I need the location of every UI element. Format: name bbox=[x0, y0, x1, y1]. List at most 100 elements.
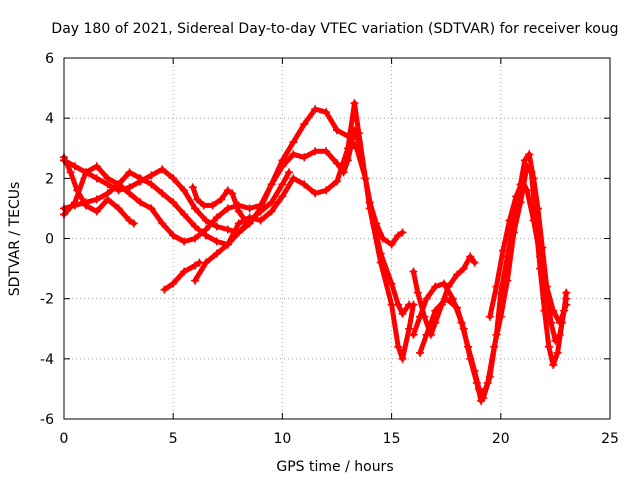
data-point bbox=[466, 252, 475, 261]
data-point bbox=[453, 303, 462, 312]
data-point bbox=[191, 204, 200, 213]
data-point bbox=[223, 186, 232, 195]
data-point bbox=[245, 204, 254, 213]
data-point bbox=[300, 120, 309, 129]
y-tick-label: -6 bbox=[40, 412, 54, 428]
x-tick-label: 0 bbox=[60, 431, 69, 447]
data-point bbox=[223, 225, 232, 234]
data-point bbox=[387, 279, 396, 288]
data-point bbox=[466, 354, 475, 363]
data-point bbox=[278, 180, 287, 189]
data-point bbox=[92, 207, 101, 216]
data-point bbox=[520, 156, 529, 165]
y-tick-label: -2 bbox=[40, 292, 54, 308]
series-line bbox=[410, 151, 569, 401]
data-point bbox=[350, 99, 359, 108]
data-point bbox=[387, 300, 396, 309]
data-point bbox=[322, 186, 331, 195]
data-point bbox=[527, 168, 536, 177]
data-point bbox=[256, 216, 265, 225]
y-tick-label: 2 bbox=[45, 171, 54, 187]
data-point bbox=[136, 198, 145, 207]
data-point bbox=[376, 258, 385, 267]
data-point bbox=[147, 204, 156, 213]
data-point bbox=[81, 201, 90, 210]
data-point bbox=[223, 204, 232, 213]
data-point bbox=[193, 195, 202, 204]
data-point bbox=[409, 330, 418, 339]
chart-title: Day 180 of 2021, Sidereal Day-to-day VTE… bbox=[51, 21, 618, 37]
data-point bbox=[525, 150, 534, 159]
data-point bbox=[73, 186, 82, 195]
y-axis-label: SDTVAR / TECUs bbox=[7, 182, 23, 297]
data-point bbox=[180, 186, 189, 195]
data-point bbox=[431, 306, 440, 315]
data-point bbox=[191, 222, 200, 231]
data-point bbox=[311, 147, 320, 156]
series-track-11 bbox=[485, 177, 571, 327]
series-track-7 bbox=[191, 168, 293, 285]
data-point bbox=[147, 180, 156, 189]
data-point bbox=[212, 213, 221, 222]
data-point bbox=[92, 195, 101, 204]
data-point bbox=[398, 309, 407, 318]
data-point bbox=[125, 216, 134, 225]
data-point bbox=[103, 174, 112, 183]
data-point bbox=[343, 144, 352, 153]
series-line bbox=[162, 260, 202, 293]
data-point bbox=[284, 168, 293, 177]
data-point bbox=[160, 285, 169, 294]
data-point bbox=[278, 192, 287, 201]
data-point bbox=[169, 231, 178, 240]
data-point bbox=[66, 168, 75, 177]
data-point bbox=[553, 348, 562, 357]
data-point bbox=[422, 330, 431, 339]
series-track-5 bbox=[160, 258, 204, 294]
data-point bbox=[169, 174, 178, 183]
data-point bbox=[516, 198, 525, 207]
data-point bbox=[267, 180, 276, 189]
data-point bbox=[158, 219, 167, 228]
data-point bbox=[191, 276, 200, 285]
data-point bbox=[180, 210, 189, 219]
data-point bbox=[549, 306, 558, 315]
data-point bbox=[234, 219, 243, 228]
data-point bbox=[409, 300, 418, 309]
data-point bbox=[278, 162, 287, 171]
y-tick-label: -4 bbox=[40, 352, 54, 368]
data-point bbox=[459, 324, 468, 333]
data-point bbox=[440, 279, 449, 288]
data-point bbox=[409, 267, 418, 276]
data-point bbox=[311, 189, 320, 198]
data-point bbox=[398, 354, 407, 363]
series-track-6 bbox=[188, 183, 256, 225]
data-point bbox=[405, 324, 414, 333]
data-point bbox=[289, 150, 298, 159]
data-point bbox=[333, 126, 341, 135]
data-point bbox=[199, 201, 208, 210]
data-point bbox=[223, 240, 232, 249]
axis-ticks bbox=[63, 57, 611, 420]
data-point bbox=[322, 147, 331, 156]
data-point bbox=[289, 174, 298, 183]
data-point bbox=[103, 195, 112, 204]
data-point bbox=[125, 189, 134, 198]
data-point bbox=[188, 183, 197, 192]
y-tick-label: 0 bbox=[45, 232, 54, 248]
data-point bbox=[422, 294, 431, 303]
data-point bbox=[70, 162, 79, 171]
data-point bbox=[536, 252, 545, 261]
data-point bbox=[208, 201, 217, 210]
data-point bbox=[505, 216, 514, 225]
data-point bbox=[523, 186, 532, 195]
data-point bbox=[470, 258, 479, 267]
grid bbox=[64, 58, 610, 419]
data-point bbox=[365, 204, 374, 213]
x-tick-label: 5 bbox=[169, 431, 178, 447]
data-point bbox=[158, 189, 167, 198]
data-point bbox=[378, 234, 387, 243]
data-point bbox=[555, 318, 564, 327]
data-point bbox=[523, 162, 532, 171]
x-tick-label: 25 bbox=[601, 431, 619, 447]
